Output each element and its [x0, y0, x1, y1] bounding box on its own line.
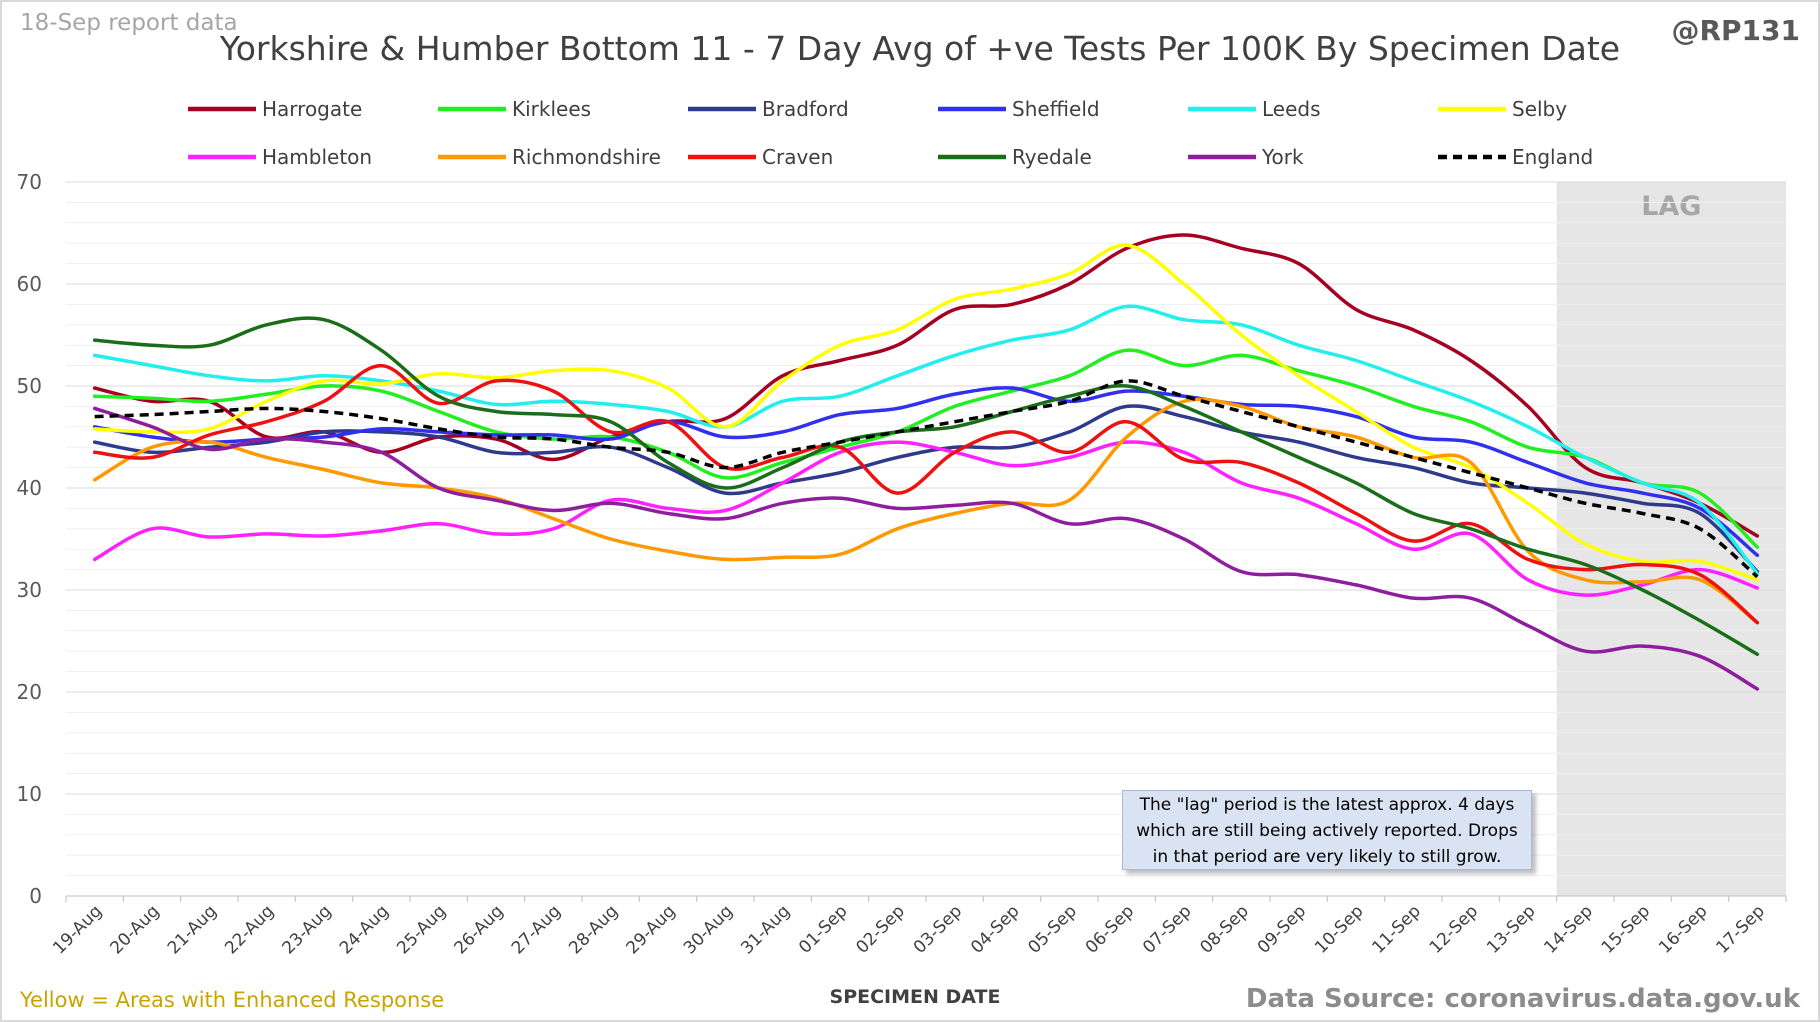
- y-tick-label: 20: [17, 680, 42, 704]
- y-tick-label: 0: [29, 884, 42, 908]
- legend: Harrogate Kirklees Bradford Sheffield Leeds S…: [188, 97, 1593, 169]
- legend-label-harrogate: Harrogate: [262, 97, 362, 121]
- series-line-ryedale: [92, 316, 1760, 657]
- chart-title: Yorkshire & Humber Bottom 11 - 7 Day Avg…: [219, 29, 1620, 68]
- series-line-bradford: [92, 404, 1760, 574]
- y-axis-ticks: 0 10 20 30 40 50 60 70: [17, 170, 42, 908]
- legend-label-ryedale: Ryedale: [1012, 145, 1092, 169]
- x-axis-label: SPECIMEN DATE: [830, 986, 1001, 1008]
- series-line-england: [94, 379, 1759, 579]
- footer-note: Yellow = Areas with Enhanced Response: [20, 988, 445, 1012]
- legend-label-selby: Selby: [1512, 97, 1567, 121]
- y-tick-label: 60: [17, 272, 42, 296]
- series-line-sheffield: [92, 386, 1760, 558]
- series-line-kirklees: [92, 348, 1760, 549]
- author-handle: @RP131: [1671, 14, 1800, 47]
- legend-label-richmondshire: Richmondshire: [512, 145, 661, 169]
- series-line-craven: [92, 363, 1760, 625]
- lag-label: LAG: [1641, 191, 1701, 222]
- legend-label-england: England: [1512, 145, 1593, 169]
- y-tick-label: 70: [17, 170, 42, 194]
- series-line-leeds: [92, 304, 1760, 576]
- legend-label-sheffield: Sheffield: [1012, 97, 1100, 121]
- legend-label-bradford: Bradford: [762, 97, 849, 121]
- legend-label-leeds: Leeds: [1262, 97, 1321, 121]
- report-date: 18-Sep report data: [20, 10, 238, 36]
- y-tick-label: 50: [17, 374, 42, 398]
- legend-label-craven: Craven: [762, 145, 833, 169]
- y-tick-label: 40: [17, 476, 42, 500]
- legend-label-kirklees: Kirklees: [512, 97, 591, 121]
- lag-note-box: The "lag" period is the latest approx. 4…: [1122, 790, 1532, 870]
- legend-label-york: York: [1261, 145, 1304, 169]
- legend-label-hambleton: Hambleton: [262, 145, 372, 169]
- series-line-selby: [92, 243, 1760, 582]
- y-tick-label: 10: [17, 782, 42, 806]
- series-line-york: [92, 406, 1760, 691]
- data-source: Data Source: coronavirus.data.gov.uk: [1245, 984, 1800, 1014]
- series-line-hambleton: [92, 440, 1760, 597]
- series-lines: [92, 233, 1760, 691]
- y-tick-label: 30: [17, 578, 42, 602]
- series-line-richmondshire: [92, 397, 1760, 625]
